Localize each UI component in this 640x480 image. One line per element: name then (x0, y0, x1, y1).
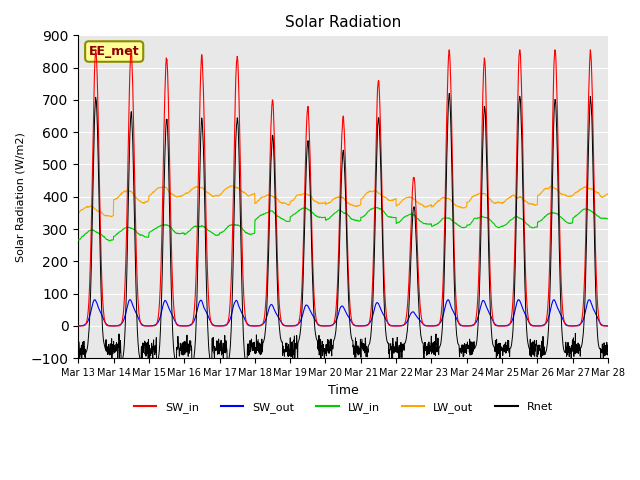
X-axis label: Time: Time (328, 384, 358, 396)
Y-axis label: Solar Radiation (W/m2): Solar Radiation (W/m2) (15, 132, 25, 262)
Title: Solar Radiation: Solar Radiation (285, 15, 401, 30)
Text: EE_met: EE_met (89, 45, 140, 58)
Legend: SW_in, SW_out, LW_in, LW_out, Rnet: SW_in, SW_out, LW_in, LW_out, Rnet (129, 397, 557, 417)
